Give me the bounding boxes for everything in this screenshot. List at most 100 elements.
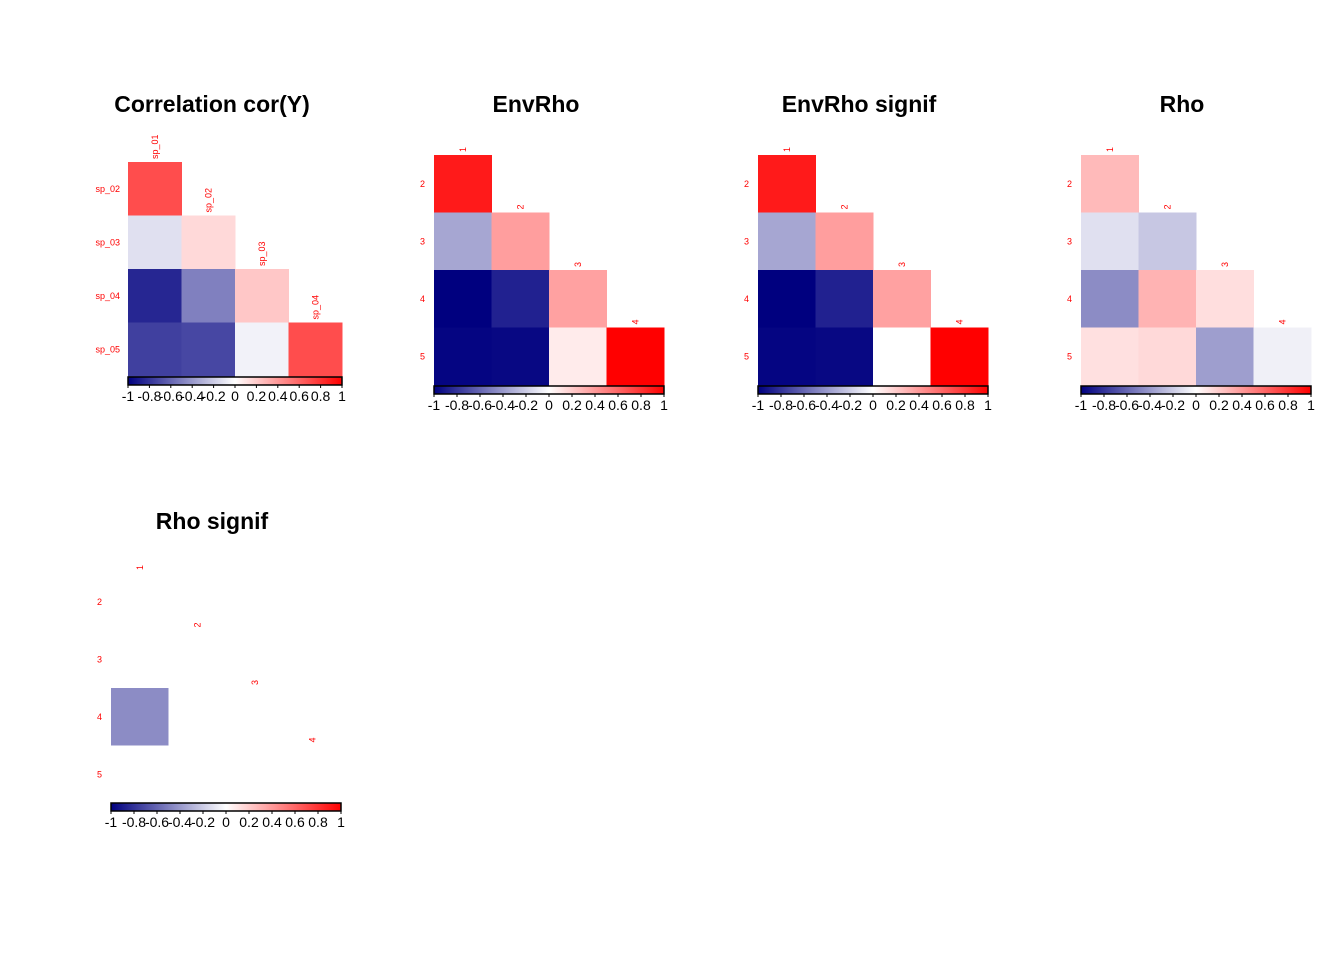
colorbar-tick-label: -1 [105, 814, 118, 830]
colorbar-tick-label: 0.6 [1255, 397, 1275, 413]
colorbar-tick-label: -0.8 [122, 814, 146, 830]
heatmap-cell [226, 745, 284, 804]
heatmap-panel: Rho signif 2 3 4 5 1 2 3 4 -1 -0.8-0.6-0.4-0.2 0 0.2… [97, 508, 345, 830]
heatmap-cell [873, 270, 931, 328]
heatmap-cell [168, 688, 227, 746]
heatmap-cell [758, 212, 816, 271]
colorbar-tick-label: -0.4 [168, 814, 192, 830]
colorbar [757, 385, 989, 395]
heatmap-cell [128, 269, 182, 323]
colorbar-tick-label: 0.2 [886, 397, 906, 413]
row-label: 2 [97, 597, 102, 607]
row-label: 5 [97, 769, 102, 779]
heatmap-cell [168, 630, 227, 689]
heatmap-cell [128, 215, 182, 270]
colorbar-tick-label: -1 [1075, 397, 1088, 413]
column-label: 2 [192, 622, 202, 627]
heatmap-cell [128, 322, 182, 377]
column-label: 4 [307, 737, 317, 742]
heatmap-cell [491, 327, 550, 386]
colorbar-tick-label: 0.8 [631, 397, 651, 413]
colorbar-tick-label: 0.8 [308, 814, 328, 830]
colorbar-tick-label: 0.8 [955, 397, 975, 413]
heatmap-cell [235, 269, 289, 323]
colorbar-tick-label: 0.4 [268, 388, 288, 404]
colorbar-tick-label: 1 [660, 397, 668, 413]
heatmap-cell [549, 327, 607, 386]
row-label: sp_05 [95, 344, 120, 354]
column-label: sp_03 [257, 241, 267, 266]
heatmap-cell [1081, 270, 1139, 328]
heatmap-cell [1081, 155, 1139, 213]
row-label: 2 [1067, 179, 1072, 189]
colorbar-tick-label: -0.2 [514, 397, 538, 413]
row-label: 5 [1067, 351, 1072, 361]
row-label: 2 [420, 179, 425, 189]
heatmap-panel: Rho 2 3 4 5 1 2 3 4 -1 -0.8-0.6-0.4-0.2 0 0.2 0.4 0.6 0… [1067, 91, 1315, 413]
colorbar-tick-label: -0.4 [815, 397, 839, 413]
column-label: 3 [897, 262, 907, 267]
colorbar-tick-label: 0.8 [311, 388, 331, 404]
column-label: 4 [630, 319, 640, 324]
column-label: 1 [458, 147, 468, 152]
heatmap-cell [283, 745, 342, 804]
row-label: 2 [744, 179, 749, 189]
heatmap-cell [758, 270, 816, 328]
colorbar-tick-label: 1 [1307, 397, 1315, 413]
heatmap-cell [434, 270, 492, 328]
colorbar-tick-label: 0 [545, 397, 553, 413]
panel-title: Rho [1160, 91, 1205, 117]
panel-title: EnvRho [493, 91, 580, 117]
colorbar-tick-label: 1 [338, 388, 346, 404]
colorbar-tick-label: -1 [752, 397, 765, 413]
heatmap-cell [111, 573, 169, 631]
colorbar-tick-label: 0.2 [562, 397, 582, 413]
panel-title: Correlation cor(Y) [114, 91, 310, 117]
column-label: 3 [1220, 262, 1230, 267]
colorbar-tick-label: 0.2 [1209, 397, 1229, 413]
row-label: 4 [744, 294, 749, 304]
heatmap-panel: EnvRho signif 2 3 4 5 1 2 3 4 -1 -0.8-0.6-0.4-0.2 0… [744, 91, 992, 413]
heatmap-cell [606, 327, 665, 386]
colorbar-tick-label: 0.4 [585, 397, 605, 413]
colorbar-tick-label: 0 [869, 397, 877, 413]
heatmap-cell [758, 327, 816, 386]
colorbar-tick-label: -0.4 [1138, 397, 1162, 413]
heatmap-cell [128, 162, 182, 216]
heatmap-cell [168, 745, 227, 804]
colorbar-tick-label: 1 [337, 814, 345, 830]
row-label: sp_04 [95, 291, 120, 301]
colorbar-tick-label: 0.4 [1232, 397, 1252, 413]
column-label: 1 [135, 565, 145, 570]
colorbar-tick-label: -1 [428, 397, 441, 413]
colorbar-tick-label: -0.8 [445, 397, 469, 413]
colorbar-tick-label: 0 [231, 388, 239, 404]
colorbar [433, 385, 665, 395]
colorbar-tick-label: -0.6 [159, 388, 183, 404]
column-label: sp_01 [150, 134, 160, 159]
row-label: sp_02 [95, 184, 120, 194]
heatmap-cell [111, 688, 169, 746]
row-label: 4 [97, 712, 102, 722]
colorbar-tick-label: 0.2 [239, 814, 259, 830]
colorbar [110, 802, 342, 812]
heatmap-cell [930, 327, 989, 386]
heatmap-cell [288, 322, 343, 377]
colorbar-tick-label: 0 [222, 814, 230, 830]
heatmap-cell [815, 212, 874, 271]
column-label: sp_04 [310, 295, 320, 320]
colorbar-tick-label: -0.2 [1161, 397, 1185, 413]
heatmap-cell [1081, 212, 1139, 271]
colorbar-tick-label: 0 [1192, 397, 1200, 413]
heatmap-cell [815, 327, 874, 386]
column-label: 3 [573, 262, 583, 267]
colorbar-tick-label: -0.2 [191, 814, 215, 830]
column-label: 3 [250, 680, 260, 685]
row-label: sp_03 [95, 237, 120, 247]
heatmap-cell [111, 745, 169, 804]
heatmap-cell [1138, 270, 1197, 328]
colorbar-tick-label: -0.8 [769, 397, 793, 413]
colorbar-tick-label: -0.6 [468, 397, 492, 413]
heatmap-cell [181, 215, 236, 270]
